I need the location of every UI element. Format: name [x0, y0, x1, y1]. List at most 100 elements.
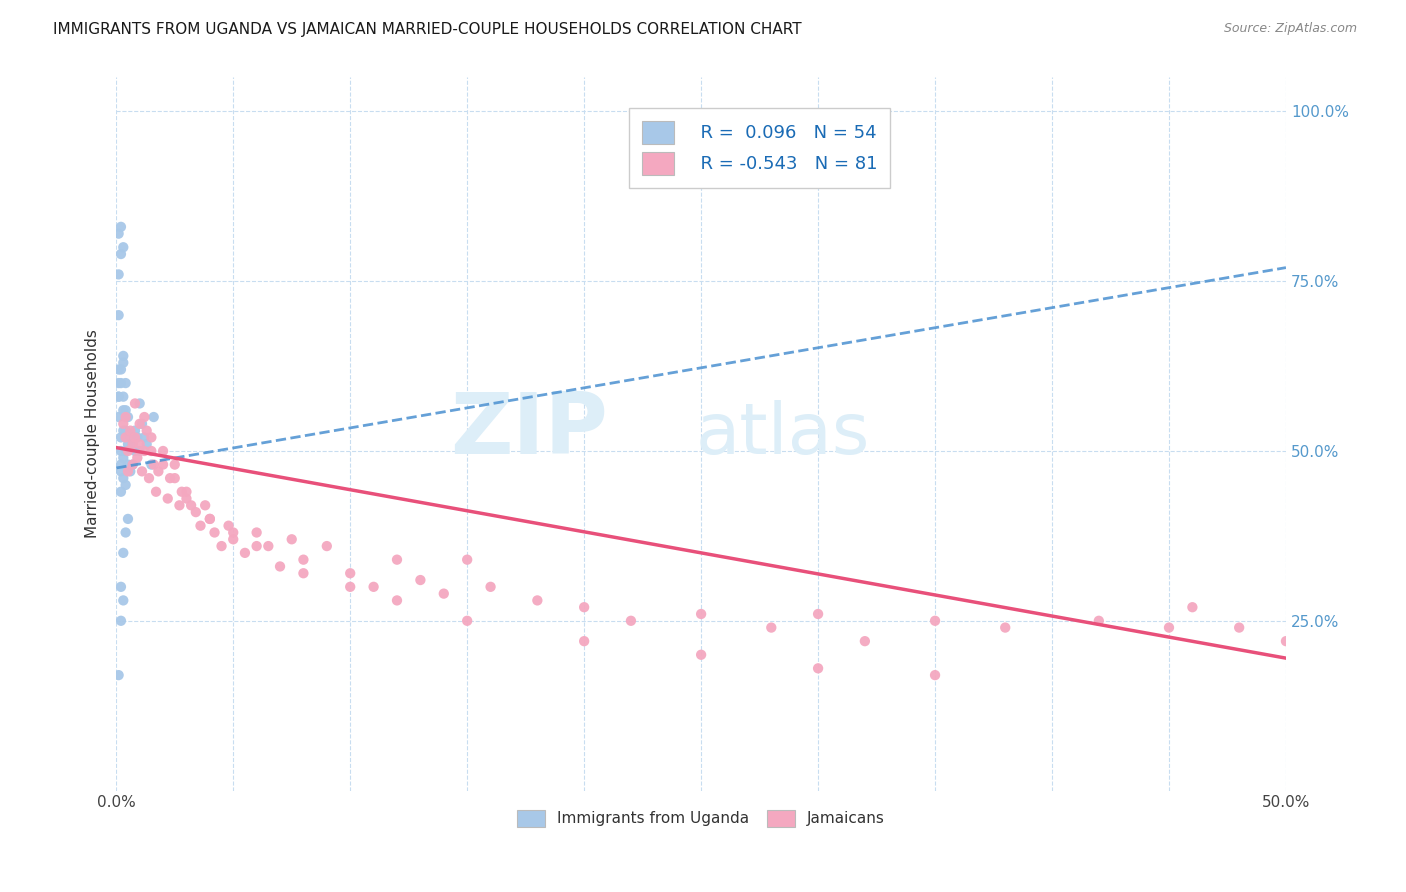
- Point: [152, 458, 174, 472]
- Point: [690, 607, 713, 621]
- Point: [121, 458, 143, 472]
- Point: [315, 539, 337, 553]
- Point: [117, 512, 139, 526]
- Point: [110, 484, 132, 499]
- Point: [110, 219, 132, 234]
- Text: Source: ZipAtlas.com: Source: ZipAtlas.com: [1223, 22, 1357, 36]
- Point: [110, 614, 132, 628]
- Point: [131, 464, 153, 478]
- Point: [145, 484, 167, 499]
- Point: [169, 499, 191, 513]
- Point: [148, 464, 170, 478]
- Point: [121, 437, 143, 451]
- Point: [110, 430, 132, 444]
- Point: [198, 512, 221, 526]
- Point: [292, 566, 315, 581]
- Point: [807, 607, 830, 621]
- Point: [385, 593, 408, 607]
- Point: [339, 566, 361, 581]
- Point: [124, 424, 146, 438]
- Point: [110, 464, 132, 478]
- Point: [433, 586, 456, 600]
- Point: [190, 518, 212, 533]
- Point: [456, 552, 478, 566]
- Point: [176, 491, 198, 506]
- Point: [142, 410, 165, 425]
- Point: [117, 437, 139, 451]
- Point: [1181, 600, 1204, 615]
- Point: [479, 580, 502, 594]
- Point: [114, 444, 136, 458]
- Point: [456, 614, 478, 628]
- Point: [110, 247, 132, 261]
- Point: [131, 417, 153, 431]
- Point: [117, 464, 139, 478]
- Point: [1227, 621, 1250, 635]
- Point: [184, 505, 207, 519]
- Point: [246, 539, 269, 553]
- Point: [233, 546, 256, 560]
- Point: [128, 396, 150, 410]
- Point: [107, 390, 129, 404]
- Point: [114, 403, 136, 417]
- Point: [994, 621, 1017, 635]
- Point: [807, 661, 830, 675]
- Point: [107, 268, 129, 282]
- Point: [409, 573, 432, 587]
- Point: [204, 525, 226, 540]
- Point: [176, 484, 198, 499]
- Point: [180, 499, 202, 513]
- Point: [135, 424, 157, 438]
- Point: [385, 552, 408, 566]
- Point: [163, 471, 186, 485]
- Point: [124, 430, 146, 444]
- Point: [120, 430, 142, 444]
- Point: [134, 410, 156, 425]
- Point: [117, 410, 139, 425]
- Point: [107, 227, 129, 241]
- Point: [107, 410, 129, 425]
- Point: [572, 634, 595, 648]
- Point: [112, 390, 135, 404]
- Point: [121, 437, 143, 451]
- Point: [112, 403, 135, 417]
- Point: [853, 634, 876, 648]
- Point: [114, 376, 136, 390]
- Point: [128, 444, 150, 458]
- Point: [114, 410, 136, 425]
- Point: [1275, 634, 1298, 648]
- Legend: Immigrants from Uganda, Jamaicans: Immigrants from Uganda, Jamaicans: [509, 803, 893, 834]
- Point: [121, 458, 143, 472]
- Point: [107, 308, 129, 322]
- Point: [117, 444, 139, 458]
- Point: [107, 376, 129, 390]
- Point: [620, 614, 643, 628]
- Point: [211, 539, 233, 553]
- Point: [112, 450, 135, 465]
- Point: [114, 424, 136, 438]
- Point: [110, 376, 132, 390]
- Point: [159, 471, 181, 485]
- Point: [163, 458, 186, 472]
- Point: [526, 593, 548, 607]
- Y-axis label: Married-couple Households: Married-couple Households: [86, 329, 100, 539]
- Point: [107, 668, 129, 682]
- Point: [280, 533, 302, 547]
- Point: [112, 546, 135, 560]
- Point: [1088, 614, 1111, 628]
- Point: [924, 668, 946, 682]
- Point: [194, 499, 217, 513]
- Point: [141, 458, 163, 472]
- Point: [112, 424, 135, 438]
- Point: [257, 539, 280, 553]
- Point: [124, 444, 146, 458]
- Point: [112, 417, 135, 431]
- Point: [198, 512, 221, 526]
- Point: [269, 559, 291, 574]
- Point: [124, 396, 146, 410]
- Text: atlas: atlas: [696, 400, 870, 468]
- Point: [107, 362, 129, 376]
- Text: ZIP: ZIP: [450, 389, 607, 472]
- Point: [112, 349, 135, 363]
- Point: [114, 430, 136, 444]
